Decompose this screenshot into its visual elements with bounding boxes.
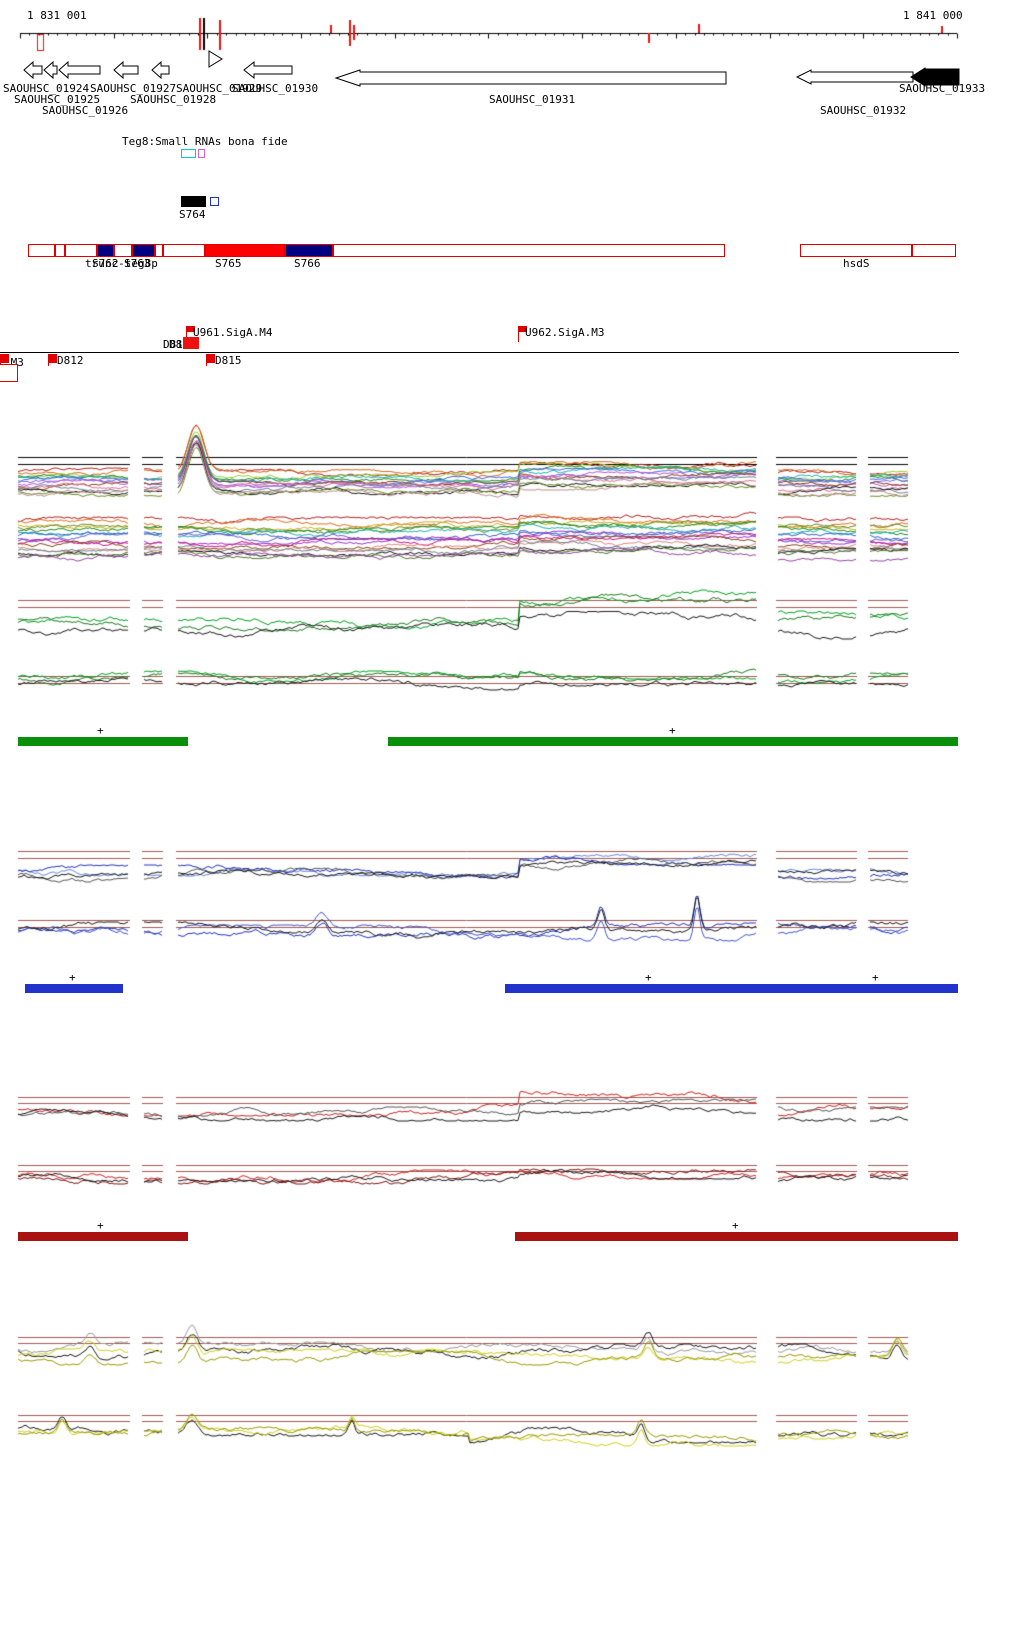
annotation-segment-2[interactable] [65,244,97,257]
flag-up-u961-siga-m4[interactable] [186,326,196,342]
segment-label-s766: S766 [294,257,321,270]
flag-pennant-icon [187,326,195,332]
gene-arrow-layer [23,50,960,87]
flag-pennant-icon [1,354,9,363]
bar-strand-plus-mark: + [669,724,676,737]
corner-annotation-box[interactable] [0,364,18,382]
annotation-segment-12[interactable] [912,244,956,257]
gene-forward-marker[interactable] [208,50,223,68]
bar-strand-plus-mark: + [69,971,76,984]
gene-label-saouhsc-01931: SAOUHSC_01931 [489,93,576,106]
gene-arrow-4[interactable] [151,60,170,80]
annotation-segment-8[interactable] [205,244,285,257]
bar-strand-plus-mark: + [872,971,879,984]
annotation-segment-7[interactable] [163,244,205,257]
gene-arrow-6[interactable] [334,69,727,87]
utr-red-box[interactable] [183,337,199,349]
gene-label-saouhsc-01927: SAOUHSC_01927 [90,82,177,95]
flag-pole-icon [0,354,1,366]
flag-pennant-icon [519,326,527,332]
gene-label-saouhsc-01929: SAOUHSC_01929 [176,82,263,95]
annotation-segment-0[interactable] [28,244,55,257]
flag-pennant-icon [49,354,57,363]
annotation-segment-6[interactable] [155,244,163,257]
gene-label-saouhsc-01933: SAOUHSC_01933 [899,82,986,95]
gene-arrow-0[interactable] [23,60,43,80]
green-operon-bar-1[interactable] [388,737,958,746]
gene-label-saouhsc-01924: SAOUHSC_01924 [3,82,90,95]
flag-pennant-icon [207,354,215,363]
segment-label-trunc-teg8p: trunc-teg8p [85,257,158,270]
annotation-segment-5[interactable] [132,244,155,257]
annotation-segment-3[interactable] [97,244,114,257]
annotation-segment-11[interactable] [800,244,912,257]
red-operon-bar-0[interactable] [18,1232,188,1241]
blue-operon-bar-0[interactable] [25,984,123,993]
bar-strand-plus-mark: + [97,1219,104,1232]
teg8-small-rnas-label: Teg8:Small RNAs bona fide [122,135,288,148]
annotation-segment-9[interactable] [285,244,333,257]
red-operon-bar-1[interactable] [515,1232,958,1241]
bar-strand-plus-mark: + [97,724,104,737]
gene-label-saouhsc-01928: SAOUHSC_01928 [130,93,217,106]
flag-baseline [0,352,959,353]
green-operon-bar-0[interactable] [18,737,188,746]
s764-probe-box[interactable] [181,196,206,207]
s764-label: S764 [179,208,206,221]
flag-down-d815[interactable] [206,354,216,366]
bar-strand-plus-mark: + [645,971,652,984]
segment-label-hsds: hsdS [843,257,870,270]
annotation-segment-10[interactable] [333,244,725,257]
flag-pole-icon [206,354,207,366]
flag-pole-icon [186,326,187,342]
srna-teg8-box-1[interactable] [198,149,205,158]
gene-arrow-3[interactable] [113,60,139,80]
flag-down-d812[interactable] [48,354,58,366]
gene-arrow-8[interactable] [910,67,960,87]
flag-label-d813: D813 [163,338,190,351]
gene-arrow-5[interactable] [243,60,293,80]
gene-label-saouhsc-01930: SAOUHSC_01930 [232,82,319,95]
gene-label-saouhsc-01925: SAOUHSC_01925 [14,93,101,106]
flag-pole-icon [518,326,519,342]
flag-label-m3: .M3 [4,356,24,369]
segment-label-s765: S765 [215,257,242,270]
blue-operon-bar-1[interactable] [505,984,958,993]
annotation-segment-4[interactable] [114,244,132,257]
gene-label-saouhsc-01932: SAOUHSC_01932 [820,104,907,117]
bar-strand-plus-mark: + [732,1219,739,1232]
flag-label-u962-siga-m3: U962.SigA.M3 [525,326,605,339]
gene-arrow-2[interactable] [58,60,101,80]
flag-pole-icon [48,354,49,366]
ruler-end-coordinate: 1 841 000 [903,9,963,22]
flag-down-m3[interactable] [0,354,10,366]
gene-arrow-7[interactable] [795,69,914,85]
gene-arrow-1[interactable] [43,60,58,80]
srna-teg8-box-0[interactable] [181,149,196,158]
flag-label-d812: D812 [57,354,84,367]
segment-label-s762: S762 [92,257,119,270]
segment-label-s763: S763 [124,257,151,270]
annotation-segment-1[interactable] [55,244,65,257]
flag-up-u962-siga-m3[interactable] [518,326,528,342]
ruler-start-coordinate: 1 831 001 [27,9,87,22]
flag-label-d814: D814 [169,339,196,350]
flag-label-u961-siga-m4: U961.SigA.M4 [193,326,273,339]
flag-label-d815: D815 [215,354,242,367]
gene-label-saouhsc-01926: SAOUHSC_01926 [42,104,129,117]
s764-blue-box[interactable] [210,197,219,206]
